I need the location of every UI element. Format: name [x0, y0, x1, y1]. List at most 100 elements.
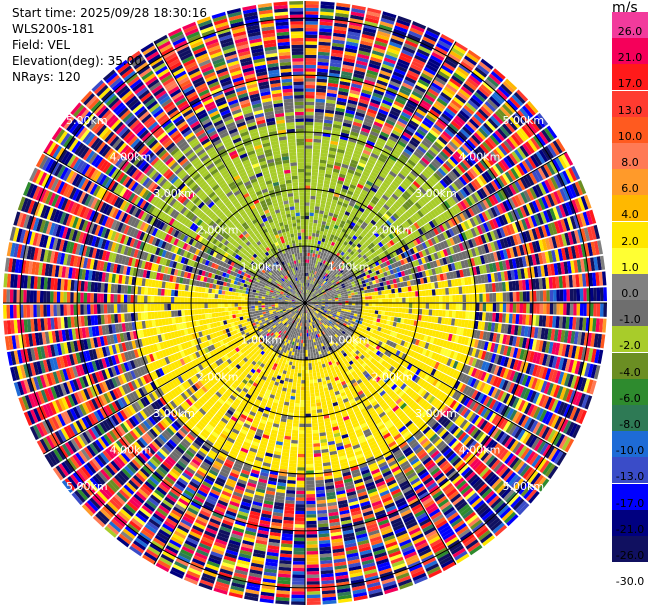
- range-gate: [345, 109, 356, 115]
- range-gate: [372, 240, 378, 246]
- range-gate: [549, 290, 554, 302]
- range-gate: [435, 288, 439, 296]
- range-gate: [396, 159, 405, 167]
- range-gate: [435, 259, 441, 267]
- range-gate: [328, 153, 336, 159]
- range-gate: [402, 323, 407, 330]
- range-gate: [374, 40, 388, 48]
- range-gate: [310, 297, 314, 300]
- range-gate: [547, 250, 554, 263]
- range-gate: [486, 168, 496, 180]
- range-gate: [305, 292, 306, 297]
- range-gate: [357, 311, 362, 315]
- range-gate: [422, 205, 430, 214]
- range-gate: [360, 37, 374, 44]
- range-gate: [314, 253, 318, 258]
- range-gate: [310, 263, 314, 267]
- range-gate: [377, 175, 385, 182]
- range-gate: [325, 167, 333, 172]
- range-gate: [349, 21, 363, 27]
- range-gate: [538, 239, 545, 252]
- range-gate: [331, 301, 336, 303]
- range-gate: [381, 267, 387, 273]
- range-gate: [320, 251, 324, 256]
- range-gate: [355, 237, 361, 243]
- range-gate: [305, 64, 316, 69]
- range-gate: [566, 303, 571, 316]
- range-gate: [360, 92, 372, 99]
- range-gate: [536, 303, 540, 314]
- range-gate: [501, 281, 506, 292]
- range-gate: [400, 282, 405, 288]
- range-gate: [305, 7, 319, 12]
- range-gate: [325, 102, 336, 108]
- range-gate: [579, 212, 587, 227]
- range-gate: [421, 270, 427, 278]
- range-gate: [589, 380, 597, 395]
- range-gate: [515, 314, 520, 325]
- range-gate: [362, 171, 370, 178]
- range-gate: [376, 220, 383, 227]
- range-gate: [329, 278, 334, 282]
- range-gate: [362, 221, 368, 227]
- range-gate: [334, 158, 343, 164]
- range-gate: [385, 210, 393, 218]
- range-gate: [355, 201, 362, 207]
- range-gate: [326, 99, 336, 104]
- range-gate: [318, 169, 326, 174]
- range-gate: [340, 74, 352, 80]
- range-gate: [329, 62, 342, 68]
- range-gate: [395, 188, 404, 196]
- range-gate: [318, 301, 322, 303]
- range-gate: [350, 281, 356, 285]
- range-gate: [345, 305, 349, 308]
- range-gate: [436, 97, 448, 107]
- range-gate: [429, 210, 437, 219]
- range-gate: [368, 281, 373, 286]
- range-gate: [386, 248, 392, 254]
- range-gate: [469, 96, 482, 108]
- range-gate: [363, 286, 368, 291]
- range-gate: [348, 187, 355, 193]
- range-gate: [434, 217, 442, 225]
- range-gate: [348, 27, 362, 34]
- range-gate: [312, 232, 316, 237]
- range-gate: [455, 234, 462, 244]
- range-gate: [355, 168, 363, 174]
- range-gate: [305, 61, 317, 66]
- range-gate: [437, 181, 446, 191]
- range-gate: [462, 294, 467, 303]
- range-gate: [558, 316, 564, 329]
- range-gate: [437, 193, 446, 202]
- range-gate: [364, 227, 370, 233]
- range-gate: [405, 303, 410, 308]
- range-gate: [358, 226, 364, 233]
- range-gate: [427, 212, 434, 220]
- range-gate: [314, 305, 318, 308]
- range-gate: [455, 270, 461, 278]
- range-gate: [447, 104, 458, 115]
- range-gate: [362, 229, 368, 236]
- range-gate: [311, 172, 318, 177]
- range-gate: [360, 277, 365, 282]
- range-gate: [445, 247, 452, 256]
- range-gate: [509, 292, 514, 302]
- range-gate: [482, 81, 495, 93]
- range-gate: [494, 110, 506, 123]
- range-gate: [337, 148, 345, 154]
- range-gate: [498, 333, 504, 344]
- range-gate: [339, 314, 344, 318]
- range-gate: [355, 300, 359, 303]
- range-gate: [463, 259, 469, 268]
- range-gate: [365, 296, 369, 300]
- range-gate: [315, 303, 319, 305]
- range-gate: [311, 301, 316, 303]
- range-gate: [573, 331, 579, 345]
- range-gate: [422, 195, 430, 203]
- range-gate: [450, 138, 461, 148]
- range-gate: [320, 307, 325, 310]
- range-gate: [311, 293, 315, 296]
- range-gate: [325, 269, 329, 274]
- range-gate: [310, 298, 315, 301]
